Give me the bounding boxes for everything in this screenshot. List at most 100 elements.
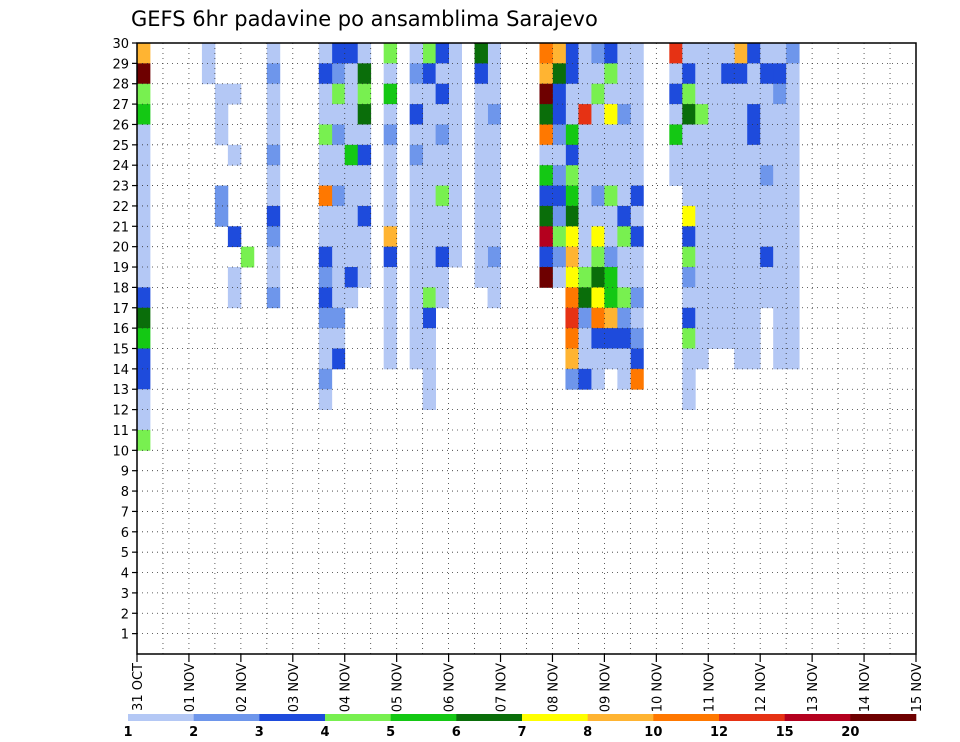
heatmap-cell [448,104,462,125]
heatmap-cell [266,267,281,288]
heatmap-cell [682,246,696,268]
heatmap-cell [383,287,398,309]
heatmap-cell [357,124,372,146]
heatmap-cell [604,185,618,207]
heatmap-cell [552,205,566,227]
heatmap-cell [474,246,488,268]
heatmap-cell [578,328,592,349]
heatmap-cell [344,124,359,146]
heatmap-cell [682,124,696,146]
heatmap-cell [682,348,696,370]
y-tick-label: 19 [112,261,129,276]
heatmap-cell [734,307,748,329]
heatmap-cell [318,165,333,186]
heatmap-cell [617,328,631,349]
heatmap-cell [578,185,592,207]
heatmap-cell [383,246,398,268]
heatmap-cell [137,43,151,64]
heatmap-cell [786,185,800,207]
heatmap-cell [357,104,372,125]
heatmap-cell [721,226,735,248]
colorbar-label: 3 [255,725,264,740]
heatmap-cell [760,43,774,64]
heatmap-cell [591,124,605,146]
heatmap-cell [383,144,398,166]
heatmap-cell [773,267,787,288]
heatmap-cell [565,246,579,268]
heatmap-cell [630,104,644,125]
heatmap-cell [318,124,333,146]
heatmap-cell [422,389,437,410]
heatmap-cell [760,144,774,166]
heatmap-cell [682,287,696,309]
heatmap-cell [539,205,553,227]
heatmap-cell [227,287,242,309]
heatmap-cell [578,83,592,105]
heatmap-cell [240,246,255,268]
heatmap-cell [318,328,333,349]
y-tick-label: 12 [112,404,129,419]
heatmap-cell [409,287,424,309]
heatmap-cell [669,124,683,146]
heatmap-cell [734,165,748,186]
heatmap-cell [747,104,761,125]
heatmap-cell [734,226,748,248]
heatmap-cell [137,246,151,268]
heatmap-cell [578,368,592,390]
heatmap-cell [409,226,424,248]
heatmap-cell [552,124,566,146]
heatmap-cell [591,328,605,349]
heatmap-cell [539,63,553,85]
heatmap-cell [422,43,437,64]
y-tick-label: 23 [112,180,129,195]
heatmap-cell [578,267,592,288]
heatmap-cell [747,43,761,64]
heatmap-cell [578,246,592,268]
heatmap-cell [474,124,488,146]
heatmap-cell [591,63,605,85]
heatmap-cell [760,226,774,248]
heatmap-cell [565,205,579,227]
heatmap-cell [266,165,281,186]
heatmap-cell [137,83,151,105]
heatmap-cell [214,104,229,125]
x-tick-label: 05 NOV [391,663,406,712]
heatmap-cell [617,144,631,166]
heatmap-cell [474,165,488,186]
heatmap-cell [591,348,605,370]
heatmap-cell [760,267,774,288]
heatmap-cell [409,267,424,288]
heatmap-cell [539,43,553,64]
heatmap-cell [383,328,398,349]
y-tick-label: 24 [112,159,129,174]
heatmap-cell [474,144,488,166]
y-tick-label: 7 [121,505,129,520]
heatmap-cell [773,124,787,146]
y-tick-label: 21 [112,220,129,235]
heatmap-cell [591,43,605,64]
heatmap-cell [604,328,618,349]
heatmap-cell [773,104,787,125]
y-tick-label: 30 [112,37,129,52]
y-tick-label: 26 [112,118,129,133]
heatmap-cell [734,348,748,370]
heatmap-cell [201,63,216,85]
heatmap-cell [474,104,488,125]
heatmap-cell [422,226,437,248]
heatmap-cell [435,144,449,166]
heatmap-cell [630,185,644,207]
heatmap-cell [695,104,709,125]
heatmap-cell [669,104,683,125]
heatmap-cell [565,226,579,248]
heatmap-cell [630,83,644,105]
heatmap-cell [266,104,281,125]
heatmap-cell [747,287,761,309]
heatmap-cell [474,43,488,64]
heatmap-cell [552,104,566,125]
heatmap-cell [682,307,696,329]
x-tick-label: 03 NOV [287,663,302,712]
heatmap-cell [422,124,437,146]
heatmap-cell [539,267,553,288]
heatmap-cell [773,185,787,207]
